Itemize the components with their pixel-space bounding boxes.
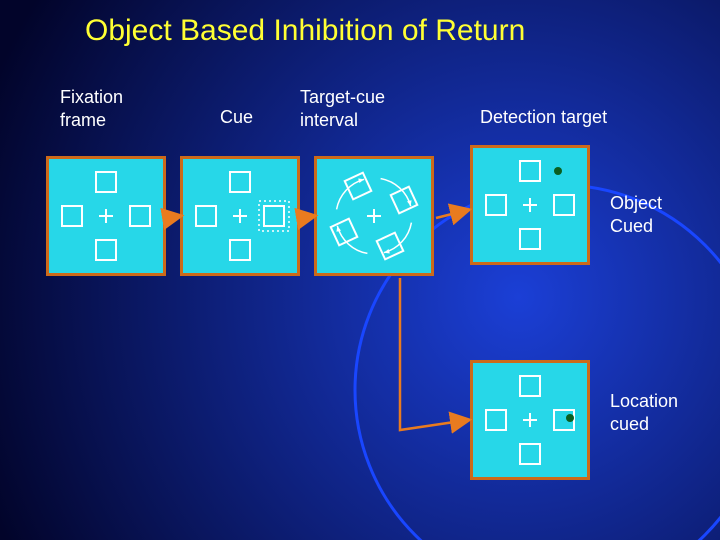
arr-1 xyxy=(168,216,180,218)
flow-arrows xyxy=(0,0,720,540)
arr-4 xyxy=(400,278,468,430)
slide-stage: Object Based Inhibition of ReturnFixatio… xyxy=(0,0,720,540)
arr-3 xyxy=(436,210,468,218)
arr-2 xyxy=(302,216,314,218)
